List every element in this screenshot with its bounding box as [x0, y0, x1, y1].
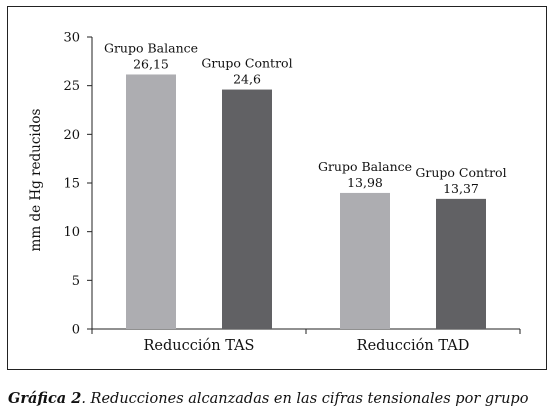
- y-tick-label: 15: [63, 177, 80, 192]
- bar-series-label: Grupo Control: [201, 56, 292, 71]
- caption-text: . Reducciones alcanzadas en las cifras t…: [81, 391, 529, 407]
- y-tick-label: 20: [63, 128, 80, 143]
- bar-series-label: Grupo Balance: [104, 40, 198, 55]
- bar-chart: 0 5 10 15 20 25 30 Reducción TAS Reducción TAD G…: [28, 31, 521, 354]
- bar-value-label: 13,98: [347, 175, 383, 190]
- x-category-label: Reducción TAS: [144, 338, 255, 354]
- caption-prefix: Gráfica 2: [8, 390, 82, 407]
- y-axis-title: mm de Hg reducidos: [28, 108, 44, 251]
- axes: 0 5 10 15 20 25 30 Reducción TAS Reducción TAD: [63, 31, 521, 354]
- y-tick-label: 5: [72, 274, 80, 289]
- y-tick-label: 25: [63, 79, 80, 94]
- y-tick-label: 0: [72, 323, 80, 338]
- bars: [126, 74, 486, 330]
- bar-value-label: 13,37: [443, 181, 479, 196]
- bar-series-label: Grupo Balance: [318, 159, 412, 174]
- x-category-label: Reducción TAD: [357, 338, 470, 354]
- bar: [126, 74, 176, 330]
- bar: [222, 89, 272, 329]
- y-tick-label: 10: [63, 225, 80, 240]
- y-tick-label: 30: [63, 31, 80, 46]
- bar-series-label: Grupo Control: [415, 165, 506, 180]
- bar-value-label: 24,6: [233, 72, 261, 87]
- figure-caption: Gráfica 2. Reducciones alcanzadas en las…: [8, 390, 528, 407]
- bar-value-label: 26,15: [133, 56, 169, 71]
- bar: [340, 192, 390, 329]
- chart-frame: 0 5 10 15 20 25 30 Reducción TAS Reducción TAD G…: [7, 6, 547, 370]
- bar: [436, 198, 486, 329]
